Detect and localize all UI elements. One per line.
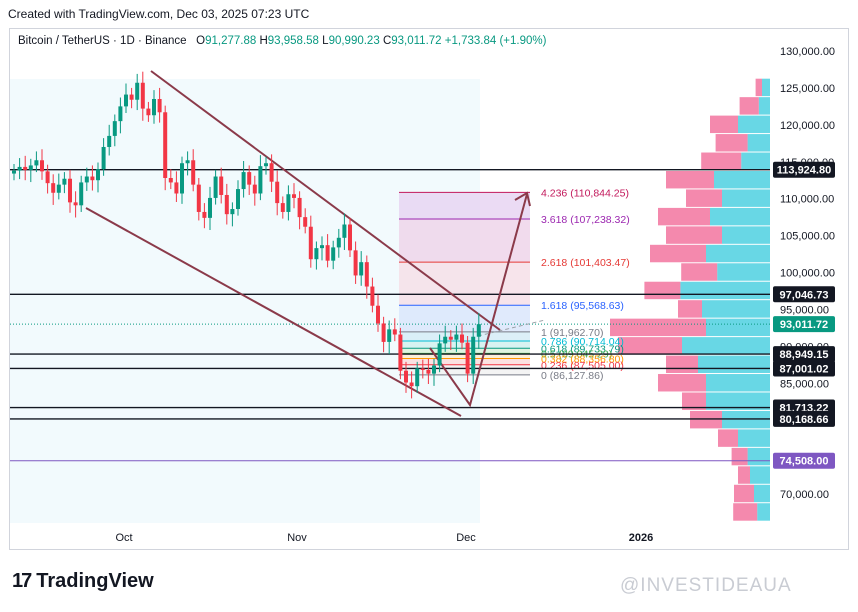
open-label: O <box>196 35 206 47</box>
high-label: H <box>259 35 268 47</box>
close-value: 93,011.72 <box>391 35 442 47</box>
close-label: C <box>382 35 392 47</box>
low-value: 90,990.23 <box>328 35 380 47</box>
low-label: L <box>322 35 329 47</box>
watermark: @INVESTIDEAUA <box>620 575 792 596</box>
tradingview-brand: TradingView <box>36 570 154 592</box>
created-with-header: Created with TradingView.com, Dec 03, 20… <box>8 7 310 21</box>
tradingview-logo-icon: 17 <box>12 570 32 592</box>
symbol-label[interactable]: Bitcoin / TetherUS · 1D · Binance <box>18 35 187 47</box>
tradingview-logo[interactable]: 17 TradingView <box>12 570 154 593</box>
change-value: +1,733.84 (+1.90%) <box>444 35 547 47</box>
ohlc-legend: Bitcoin / TetherUS · 1D · Binance O91,27… <box>18 35 546 47</box>
high-value: 93,958.58 <box>267 35 319 47</box>
open-value: 91,277.88 <box>205 35 257 47</box>
chart-frame <box>9 28 849 550</box>
